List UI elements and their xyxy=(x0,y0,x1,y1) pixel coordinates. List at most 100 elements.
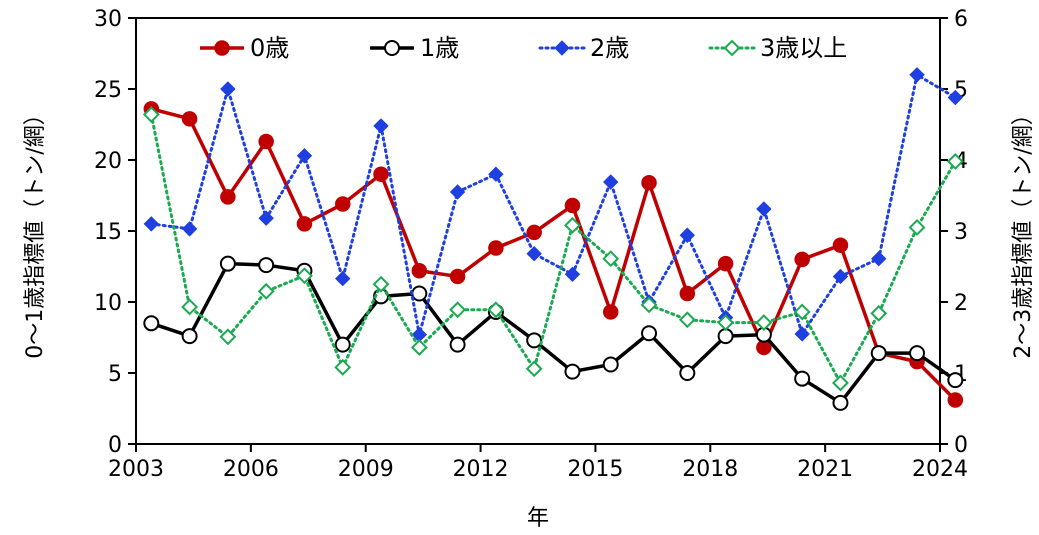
legend-swatch-marker xyxy=(384,40,400,56)
series-2 xyxy=(143,67,964,343)
x-tick-label: 2015 xyxy=(567,457,623,482)
data-point xyxy=(258,210,274,226)
data-point xyxy=(870,304,888,322)
data-point xyxy=(181,298,199,316)
data-point xyxy=(525,360,543,378)
data-point xyxy=(794,370,811,387)
left-y-tick-label: 20 xyxy=(94,149,122,174)
data-point xyxy=(678,311,696,329)
series-line xyxy=(149,73,957,337)
right-y-tick-label: 0 xyxy=(954,433,968,458)
data-point xyxy=(909,67,925,83)
data-point xyxy=(143,315,160,332)
data-point xyxy=(909,345,926,362)
data-point xyxy=(946,153,964,170)
data-point xyxy=(793,303,811,321)
data-point xyxy=(947,372,964,389)
data-point xyxy=(947,89,964,106)
data-point xyxy=(832,374,849,392)
data-point xyxy=(220,189,236,205)
data-point xyxy=(411,263,428,279)
legend-swatch-marker xyxy=(723,39,741,57)
x-tick-label: 2012 xyxy=(453,457,509,482)
data-point xyxy=(334,196,351,212)
data-point xyxy=(449,268,466,285)
data-point xyxy=(832,268,849,285)
data-point xyxy=(526,246,542,262)
series-line xyxy=(150,261,957,405)
data-point xyxy=(717,328,734,345)
legend-label: 1歳 xyxy=(420,34,459,62)
data-point xyxy=(449,184,466,200)
data-point xyxy=(602,356,619,373)
left-y-tick-label: 15 xyxy=(94,220,122,245)
data-point xyxy=(679,365,696,381)
data-point xyxy=(488,240,504,256)
data-point xyxy=(411,285,428,302)
data-point xyxy=(564,216,581,234)
data-point xyxy=(717,314,735,332)
data-point xyxy=(908,219,926,236)
data-point xyxy=(756,201,772,217)
data-point xyxy=(373,166,389,182)
data-point xyxy=(181,221,198,237)
right-y-tick-label: 3 xyxy=(954,220,968,245)
data-point xyxy=(870,345,887,362)
x-tick-label: 2003 xyxy=(108,457,164,482)
data-point xyxy=(832,394,849,411)
data-point xyxy=(564,197,581,214)
right-y-axis-title: 2～3歳指標値（トン/網） xyxy=(1011,103,1036,358)
data-point xyxy=(449,301,467,319)
series-3 xyxy=(142,106,964,392)
series-0 xyxy=(143,101,964,408)
data-point xyxy=(410,339,428,356)
data-point xyxy=(220,81,236,97)
data-point xyxy=(526,224,542,241)
data-point xyxy=(641,325,658,342)
legend: 0歳 1歳 2歳 3歳以上 xyxy=(200,34,847,62)
right-y-tick-label: 6 xyxy=(954,7,968,32)
x-tick-label: 2006 xyxy=(223,457,279,482)
legend-swatch-marker xyxy=(214,40,230,56)
data-point xyxy=(258,257,275,274)
left-y-tick-label: 5 xyxy=(108,362,122,387)
data-point xyxy=(219,328,237,346)
data-point xyxy=(143,216,160,232)
data-point xyxy=(564,266,581,283)
data-point xyxy=(794,326,810,342)
x-tick-label: 2024 xyxy=(912,457,968,482)
data-point xyxy=(755,314,773,332)
legend-swatch-marker xyxy=(554,40,570,56)
legend-label: 0歳 xyxy=(250,34,289,62)
data-point xyxy=(142,106,160,123)
left-y-axis-title: 0～1歳指標値（トン/網） xyxy=(23,103,48,358)
left-y-tick-label: 25 xyxy=(94,78,122,103)
data-point xyxy=(181,111,198,127)
data-point xyxy=(794,251,810,268)
x-tick-label: 2021 xyxy=(797,457,853,482)
x-axis-title: 年 xyxy=(527,506,549,531)
data-point xyxy=(641,174,657,191)
x-tick-label: 2009 xyxy=(338,457,394,482)
legend-label: 3歳以上 xyxy=(760,34,847,62)
legend-label: 2歳 xyxy=(590,34,629,62)
data-point xyxy=(373,118,389,134)
data-point xyxy=(603,174,619,190)
data-point xyxy=(219,255,236,272)
data-point xyxy=(564,363,581,380)
left-y-axis-ticks: 0 5 10 15 20 25 30 xyxy=(94,7,136,458)
data-point xyxy=(488,166,504,182)
data-point xyxy=(449,336,466,353)
data-point xyxy=(487,301,505,319)
x-tick-label: 2018 xyxy=(682,457,738,482)
data-point xyxy=(871,250,887,267)
x-axis-ticks: 2003 2006 2009 2012 2015 2018 2021 2024 xyxy=(108,444,968,482)
data-point xyxy=(717,255,734,272)
left-y-tick-label: 0 xyxy=(108,433,122,458)
data-point xyxy=(181,328,198,345)
data-point xyxy=(334,336,351,353)
data-point xyxy=(372,275,390,293)
data-point xyxy=(679,285,696,302)
data-point xyxy=(296,267,313,285)
